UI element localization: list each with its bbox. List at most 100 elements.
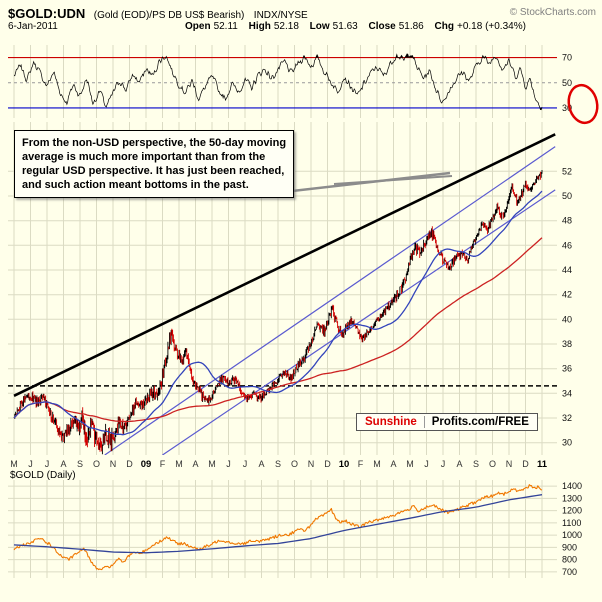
oscillator-series [13, 53, 543, 111]
svg-text:30: 30 [562, 103, 572, 113]
svg-text:10: 10 [339, 459, 350, 470]
svg-text:700: 700 [562, 567, 577, 577]
annotation-line: From the non-USD perspective, the 50-day… [22, 137, 287, 149]
quote-open: Open 52.11 [185, 21, 238, 32]
svg-text:1200: 1200 [562, 506, 582, 516]
gold-ma-line [13, 494, 543, 554]
quote-high-label: High [248, 21, 271, 32]
svg-text:30: 30 [562, 438, 572, 448]
channel-upper [104, 146, 556, 455]
svg-text:800: 800 [562, 555, 577, 565]
ma200-line [13, 237, 543, 423]
circle-annotation [567, 83, 599, 125]
svg-text:N: N [506, 459, 513, 469]
quote-fields: Open 52.11 High 52.18 Low 51.63 Close 51.86 … [185, 21, 534, 32]
main-price-panel [8, 133, 557, 455]
svg-text:1000: 1000 [562, 530, 582, 540]
svg-text:O: O [489, 459, 496, 469]
svg-text:S: S [77, 459, 83, 469]
quote-chg-label: Chg [434, 21, 454, 32]
quote-open-label: Open [185, 21, 211, 32]
svg-text:S: S [275, 459, 281, 469]
svg-text:J: J [226, 459, 231, 469]
annotation-callout: From the non-USD perspective, the 50-day… [14, 130, 295, 198]
svg-text:D: D [522, 459, 529, 469]
quote-chg: Chg +0.18 (+0.34%) [435, 21, 526, 32]
svg-text:O: O [93, 459, 100, 469]
svg-text:J: J [28, 459, 33, 469]
grid-lines [8, 45, 557, 578]
quote-high: High 52.18 [249, 21, 299, 32]
svg-text:J: J [424, 459, 429, 469]
quote-close: Close 51.86 [368, 21, 423, 32]
quote-low: Low 51.63 [310, 21, 358, 32]
sunshine-profits-watermark: Sunshine Profits.com/FREE [356, 413, 538, 431]
svg-text:A: A [192, 459, 198, 469]
svg-text:M: M [406, 459, 414, 469]
quote-low-value: 51.63 [332, 21, 358, 32]
svg-text:D: D [126, 459, 133, 469]
svg-text:D: D [324, 459, 331, 469]
quote-open-value: 52.11 [213, 21, 238, 32]
svg-text:46: 46 [562, 240, 572, 250]
svg-text:50: 50 [562, 78, 572, 88]
quote-low-label: Low [309, 21, 330, 32]
sunshine-brand: Sunshine [365, 416, 425, 428]
svg-text:1300: 1300 [562, 493, 582, 503]
svg-text:J: J [45, 459, 50, 469]
quote-close-label: Close [368, 21, 396, 32]
quote-chg-value: +0.18 (+0.34%) [456, 21, 526, 32]
main-y-labels: 52 50 48 46 44 42 40 38 36 34 32 30 [562, 166, 572, 447]
svg-text:32: 32 [562, 413, 572, 423]
symbol-description: (Gold (EOD)/PS DB US$ Bearish) [93, 10, 245, 21]
svg-text:A: A [60, 459, 66, 469]
svg-text:900: 900 [562, 542, 577, 552]
svg-text:11: 11 [537, 459, 548, 470]
svg-text:A: A [258, 459, 264, 469]
svg-text:1400: 1400 [562, 481, 582, 491]
svg-text:44: 44 [562, 265, 572, 275]
svg-text:42: 42 [562, 290, 572, 300]
profits-url: Profits.com/FREE [431, 416, 529, 428]
svg-text:50: 50 [562, 191, 572, 201]
svg-text:M: M [10, 459, 18, 469]
copyright: © StockCharts.com [509, 7, 596, 18]
oscillator-y-labels: 70 50 30 [562, 53, 572, 113]
annotation-line: average is much more important than from… [22, 151, 266, 163]
annotation-line: and such action meant bottoms in the pas… [22, 179, 249, 191]
symbol: $GOLD:UDN [8, 6, 86, 21]
svg-text:48: 48 [562, 216, 572, 226]
svg-text:34: 34 [562, 388, 572, 398]
svg-text:F: F [160, 459, 166, 469]
svg-text:M: M [175, 459, 183, 469]
x-axis-labels: M J J A S O N D 09 F M A M J J A S O N D 10 F M A M J J A S O N D 11 [10, 459, 547, 470]
svg-text:38: 38 [562, 339, 572, 349]
svg-text:J: J [441, 459, 446, 469]
channel-lower [162, 189, 556, 455]
gold-panel-title: $GOLD (Daily) [10, 470, 76, 481]
quote-row: 6-Jan-2011 Open 52.11 High 52.18 Low 51.63 … [8, 21, 526, 35]
svg-text:F: F [358, 459, 364, 469]
annotation-line: regular USD perspective. It has just bee… [22, 165, 285, 177]
quote-close-value: 51.86 [398, 21, 424, 32]
chart-header: $GOLD:UDN (Gold (EOD)/PS DB US$ Bearish)… [8, 5, 596, 21]
ma50-line [13, 190, 543, 436]
gold-y-labels: 1400 1300 1200 1100 1000 900 800 700 [562, 481, 582, 577]
exchange: INDX/NYSE [253, 10, 308, 21]
long-term-resistance [13, 133, 556, 397]
svg-text:A: A [390, 459, 396, 469]
svg-text:S: S [473, 459, 479, 469]
quote-date: 6-Jan-2011 [8, 21, 58, 32]
quote-high-value: 52.18 [273, 21, 299, 32]
svg-text:A: A [456, 459, 462, 469]
svg-text:40: 40 [562, 314, 572, 324]
svg-text:N: N [308, 459, 315, 469]
gold-daily-panel [13, 484, 543, 571]
svg-text:36: 36 [562, 364, 572, 374]
svg-text:1100: 1100 [562, 518, 581, 528]
svg-text:M: M [373, 459, 381, 469]
svg-text:O: O [291, 459, 298, 469]
svg-text:09: 09 [141, 459, 152, 470]
svg-text:M: M [208, 459, 216, 469]
